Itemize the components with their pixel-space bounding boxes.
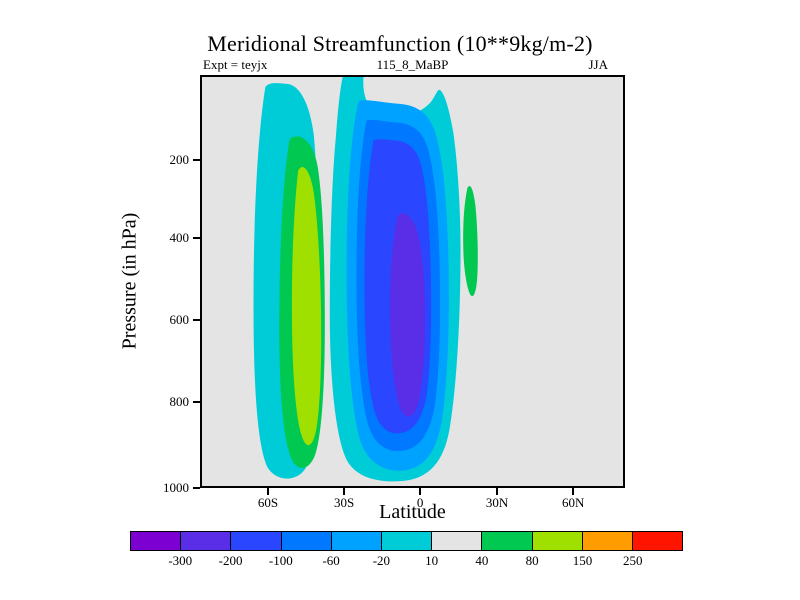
- x-tick-mark: [343, 488, 346, 495]
- y-tick-label: 200: [169, 152, 190, 168]
- colorbar-labels: -300 -200 -100 -60 -20 10 40 80 150 250: [130, 553, 683, 569]
- x-tick-label: 30N: [485, 495, 509, 510]
- y-tick-label: 400: [169, 230, 190, 246]
- colorbar-segment: [330, 532, 381, 550]
- colorbar-segment: [380, 532, 432, 550]
- colorbar-segment: [230, 532, 281, 550]
- colorbar-tick-label: -60: [322, 553, 340, 568]
- region-south-yellowgreen-core: [291, 167, 322, 446]
- x-ticks: 60S 30S 0 30N 60N: [200, 488, 625, 514]
- colorbar-segment: [431, 532, 482, 550]
- colorbar-tick-label: 40: [475, 553, 489, 568]
- region-central-violet-core: [389, 213, 426, 417]
- plot-area: [200, 75, 625, 488]
- colorbar-segment: [531, 532, 582, 550]
- colorbar-segment: [631, 532, 683, 550]
- colorbar-tick-label: -20: [372, 553, 391, 568]
- y-tick-label: 1000: [163, 480, 189, 495]
- x-tick-mark: [572, 488, 575, 495]
- y-tick-mark: [193, 401, 200, 404]
- y-tick-label: 800: [169, 394, 190, 410]
- colorbar-segment: [481, 532, 532, 550]
- y-tick-mark: [193, 487, 200, 489]
- experiment-label: Expt = teyjx: [203, 57, 268, 72]
- x-axis-label: Latitude: [379, 501, 446, 523]
- colorbar-segment: [280, 532, 331, 550]
- x-tick-label: 0: [416, 495, 424, 510]
- y-axis-label: Pressure (in hPa): [118, 212, 141, 350]
- colorbar-segment: [581, 532, 632, 550]
- colorbar-segment: [180, 532, 231, 550]
- chart-title: Meridional Streamfunction (10**9kg/m-2): [207, 31, 593, 56]
- region-north-green-sliver: [463, 185, 478, 297]
- y-tick-mark: [193, 318, 200, 321]
- colorbar-tick-label: 250: [622, 553, 643, 568]
- x-tick-label: 30S: [333, 495, 355, 510]
- x-tick-label: 60S: [257, 495, 279, 510]
- colorbar-tick-label: 80: [525, 553, 539, 568]
- season-label: JJA: [588, 57, 608, 72]
- colorbar-tick-label: 150: [572, 553, 593, 568]
- colorbar-tick-label: -100: [268, 553, 293, 568]
- y-ticks: 200 400 600 800 1000: [140, 75, 200, 495]
- run-label: 115_8_MaBP: [376, 57, 449, 72]
- y-tick-mark: [193, 159, 200, 162]
- x-tick-label: 60N: [561, 495, 585, 510]
- y-tick-label: 600: [169, 311, 190, 327]
- x-tick-mark: [419, 488, 422, 495]
- colorbar-segment: [131, 532, 181, 550]
- colorbar-segments: [130, 531, 683, 551]
- contour-svg: [253, 77, 478, 482]
- colorbar-tick-label: -200: [218, 553, 243, 568]
- y-tick-mark: [193, 237, 200, 240]
- colorbar-tick-label: -300: [168, 553, 193, 568]
- x-tick-mark: [267, 488, 269, 495]
- colorbar-tick-label: 10: [425, 553, 439, 568]
- x-tick-mark: [496, 488, 499, 495]
